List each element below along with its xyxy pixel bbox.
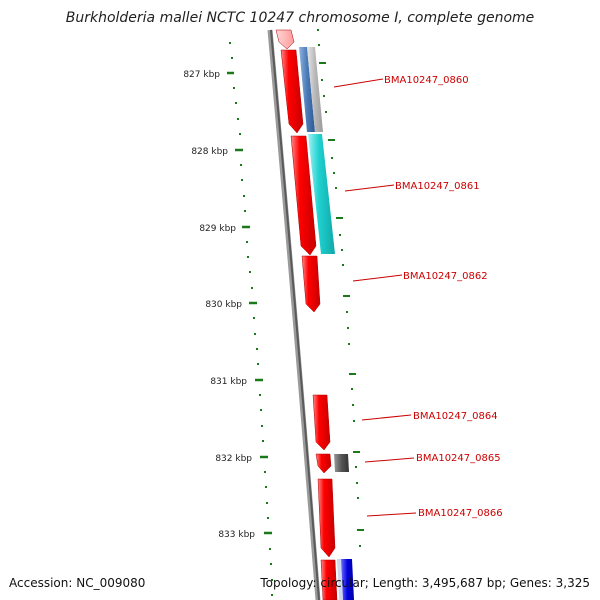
feature-blue [299, 47, 315, 132]
gene-label[interactable]: BMA10247_0865 [416, 453, 501, 464]
gene-arrows [275, 29, 338, 600]
kbp-label: 833 kbp [218, 530, 255, 540]
feature-cyan [308, 134, 335, 254]
gene-arrow-0865 [315, 453, 332, 474]
backbone-inner [270, 29, 320, 600]
genome-title: Burkholderia mallei NCTC 10247 chromosom… [65, 10, 535, 26]
gene-arrow-0864 [312, 394, 331, 451]
outer-tick-ring [317, 29, 364, 547]
gene-label[interactable]: BMA10247_0862 [403, 271, 488, 282]
gene-label[interactable]: BMA10247_0866 [418, 508, 503, 519]
inner-tick-ring [229, 42, 273, 596]
kbp-label: 827 kbp [183, 70, 220, 80]
feature-navy [341, 559, 354, 600]
gene-arrow-0867 [320, 559, 338, 600]
kbp-label: 831 kbp [210, 377, 247, 387]
feature-tracks [299, 47, 354, 600]
kbp-labels: 827 kbp 828 kbp 829 kbp 830 kbp 831 kbp … [183, 70, 255, 540]
kbp-label: 830 kbp [205, 300, 242, 310]
gene-arrow-0866 [317, 478, 336, 558]
feature-gray [307, 47, 323, 132]
gene-label[interactable]: BMA10247_0864 [413, 411, 498, 422]
genome-stats: Topology: circular; Length: 3,495,687 bp… [260, 576, 590, 590]
gene-label[interactable]: BMA10247_0861 [395, 181, 480, 192]
kbp-label: 828 kbp [191, 147, 228, 157]
gene-label[interactable]: BMA10247_0860 [384, 75, 469, 86]
gene-arrow-0860 [280, 49, 304, 134]
major-ticks [227, 71, 272, 535]
accession-text: Accession: NC_009080 [9, 576, 146, 590]
leader-lines [333, 78, 417, 517]
gene-arrow-0859 [275, 29, 295, 50]
gene-labels: BMA10247_0860 BMA10247_0861 BMA10247_086… [384, 75, 503, 519]
feature-dark [334, 454, 349, 472]
gene-arrow-0862 [301, 255, 321, 313]
kbp-label: 829 kbp [199, 224, 236, 234]
kbp-label: 832 kbp [215, 454, 252, 464]
gene-arrow-0861 [290, 135, 317, 256]
